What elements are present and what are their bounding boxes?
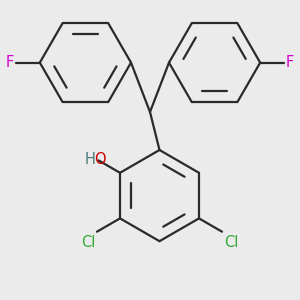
Text: F: F: [6, 55, 14, 70]
Text: O: O: [94, 152, 105, 167]
Text: Cl: Cl: [224, 235, 238, 250]
Text: Cl: Cl: [81, 235, 95, 250]
Text: H: H: [85, 152, 96, 167]
Text: F: F: [286, 55, 294, 70]
